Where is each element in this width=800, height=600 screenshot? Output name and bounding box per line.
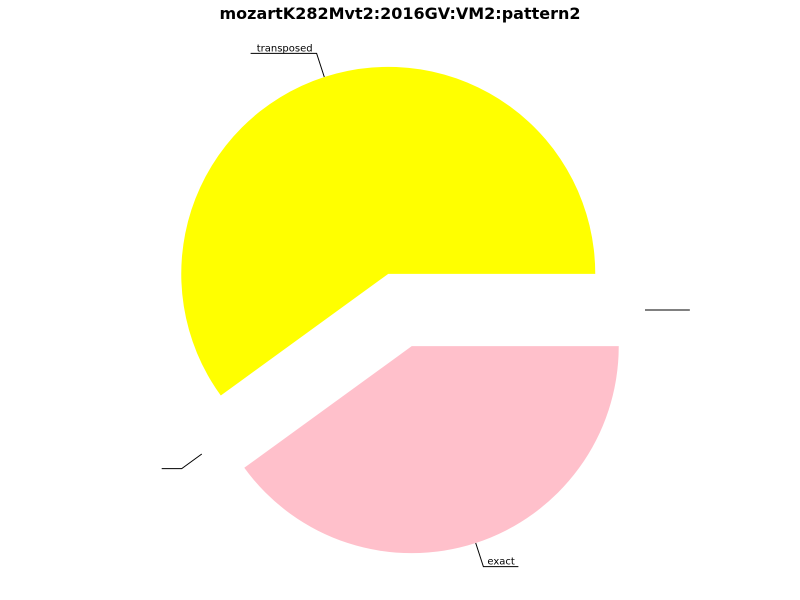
pie-slice-transposed <box>181 66 596 396</box>
leader-line-empty-2 <box>161 453 203 470</box>
leader-line-exact <box>475 542 519 568</box>
pie-slice-exact <box>244 346 619 554</box>
slice-label-transposed: transposed <box>257 43 313 54</box>
labels-layer: transposed exact <box>161 43 690 568</box>
slice-label-exact: exact <box>487 557 515 568</box>
chart-title: mozartK282Mvt2:2016GV:VM2:pattern2 <box>219 4 581 23</box>
slices-layer <box>181 66 619 554</box>
leader-line-transposed <box>250 52 325 78</box>
